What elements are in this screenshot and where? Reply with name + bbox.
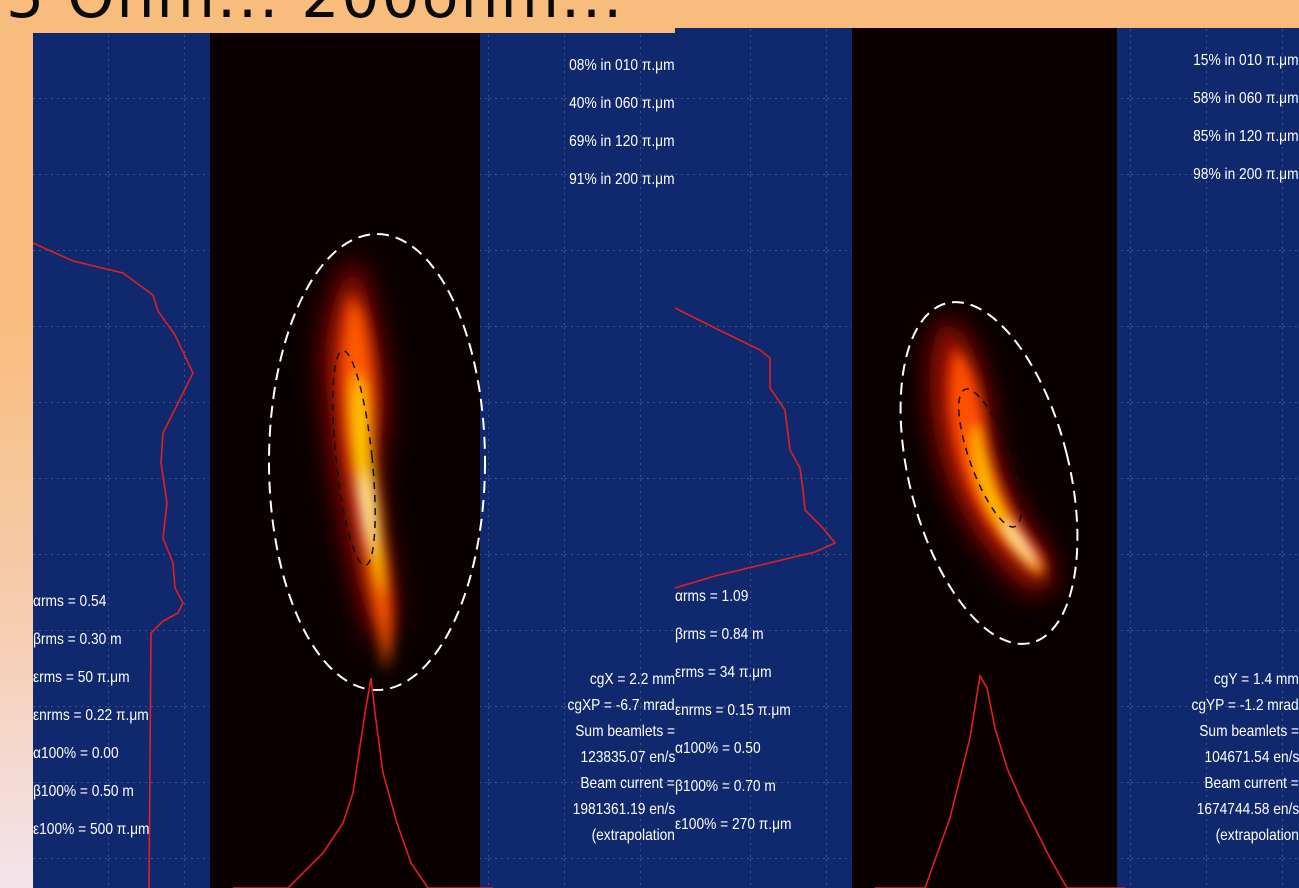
percent-label: 40% in 060 π.μm	[569, 95, 675, 112]
twiss-label: εnrms = 0.15 π.μm	[675, 702, 791, 719]
position-profile	[33, 242, 194, 888]
angle-profile	[233, 677, 493, 888]
twiss-label: αrms = 0.54	[33, 593, 107, 610]
twiss-label: ε100% = 270 π.μm	[675, 816, 792, 833]
percent-label: 08% in 010 π.μm	[569, 57, 675, 74]
percent-label: 98% in 200 π.μm	[1193, 166, 1299, 183]
twiss-label: α100% = 0.50	[675, 740, 761, 757]
emittance-ellipse-rms	[332, 349, 376, 567]
twiss-label: βrms = 0.30 m	[33, 631, 122, 648]
percent-label: 85% in 120 π.μm	[1193, 128, 1299, 145]
emittance-ellipse-100	[899, 301, 1079, 645]
twiss-label: βrms = 0.84 m	[675, 626, 764, 643]
stats-label: 104671.54 en/s	[1204, 749, 1299, 766]
emittance-ellipse-100	[268, 233, 486, 691]
angle-profile	[875, 673, 1125, 888]
percent-label: 58% in 060 π.μm	[1193, 90, 1299, 107]
twiss-label: εnrms = 0.22 π.μm	[33, 707, 149, 724]
stats-label: 1981361.19 en/s	[572, 801, 675, 818]
stats-label: Beam current =	[1204, 775, 1299, 792]
percent-label: 69% in 120 π.μm	[569, 133, 675, 150]
emittance-graphic-left	[33, 33, 678, 888]
twiss-label: εrms = 50 π.μm	[33, 669, 130, 686]
stats-label: 123835.07 en/s	[580, 749, 675, 766]
slide-title: 5 Ohm... 200ohm...	[6, 0, 624, 32]
stats-label: Beam current =	[580, 775, 675, 792]
twiss-label: ε100% = 500 π.μm	[33, 821, 150, 838]
twiss-label: β100% = 0.50 m	[33, 783, 134, 800]
stats-label: cgX = 2.2 mm	[589, 671, 675, 688]
percent-label: 15% in 010 π.μm	[1193, 52, 1299, 69]
stats-label: cgY = 1.4 mm	[1213, 671, 1299, 688]
stats-label: (extrapolation	[591, 827, 675, 844]
stats-label: 1674744.58 en/s	[1196, 801, 1299, 818]
stats-label: cgXP = -6.7 mrad	[567, 697, 675, 714]
percent-label: 91% in 200 π.μm	[569, 171, 675, 188]
twiss-label: α100% = 0.00	[33, 745, 119, 762]
emittance-graphic-right	[675, 28, 1299, 888]
twiss-label: αrms = 1.09	[675, 588, 749, 605]
emittance-plot-right: 15% in 010 π.μm 58% in 060 π.μm 85% in 1…	[675, 28, 1299, 888]
twiss-label: β100% = 0.70 m	[675, 778, 776, 795]
emittance-plot-left: 08% in 010 π.μm 40% in 060 π.μm 69% in 1…	[33, 33, 678, 888]
emittance-ellipse-rms	[957, 388, 1023, 528]
stats-label: Sum beamlets =	[575, 723, 675, 740]
twiss-label: εrms = 34 π.μm	[675, 664, 772, 681]
stats-label: (extrapolation	[1215, 827, 1299, 844]
position-profile	[675, 307, 837, 589]
stats-label: Sum beamlets =	[1199, 723, 1299, 740]
stats-label: cgYP = -1.2 mrad	[1191, 697, 1299, 714]
